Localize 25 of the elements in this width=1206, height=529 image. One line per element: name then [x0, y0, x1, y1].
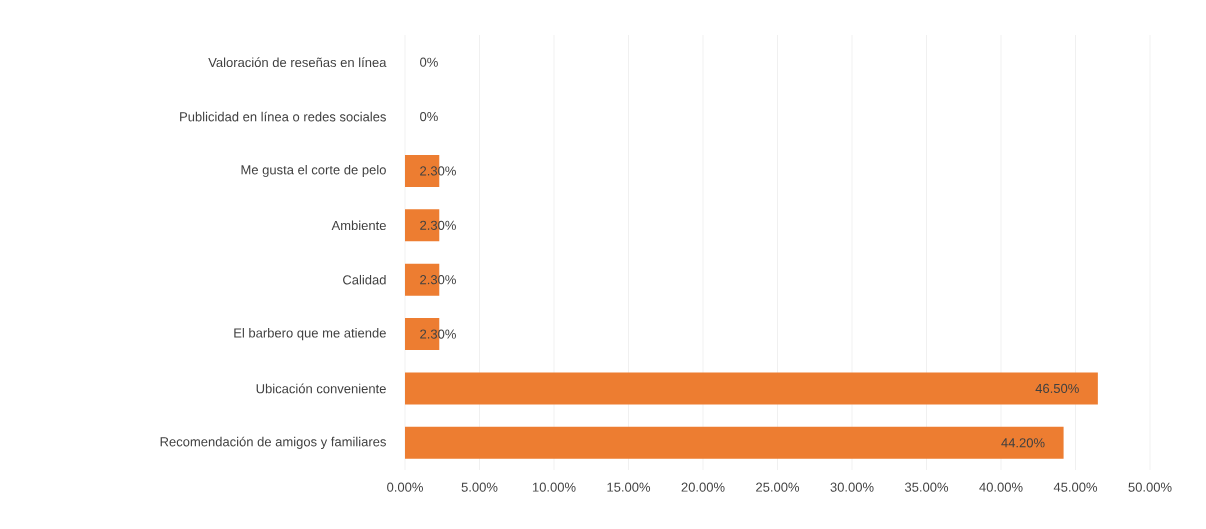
x-tick-label: 45.00% — [1053, 482, 1098, 492]
data-label: 46.50% — [1035, 383, 1079, 394]
y-tick-label: El barbero que me atiende — [234, 328, 386, 341]
x-tick-label: 30.00% — [830, 482, 874, 492]
data-label: 0% — [420, 57, 438, 67]
y-tick-label: Me gusta el corte de pelo — [241, 164, 386, 178]
x-tick-label: 20.00% — [681, 482, 725, 492]
y-tick-label: Ambiente — [331, 220, 386, 231]
y-tick-label: Publicidad en línea o redes sociales — [180, 111, 386, 122]
y-tick-label: Ubicación conveniente — [256, 383, 386, 394]
y-tick-label: Valoración de reseñas en línea — [208, 57, 387, 68]
x-tick-label: 15.00% — [607, 482, 651, 492]
data-label: 44.20% — [1001, 438, 1045, 448]
y-tick-label: Calidad — [343, 274, 386, 285]
y-tick-label: Recomendación de amigos y familiares — [160, 436, 386, 449]
x-tick-label: 5.00% — [461, 482, 498, 492]
bar — [405, 426, 1064, 459]
x-tick-label: 0.00% — [387, 482, 423, 492]
x-tick-label: 25.00% — [756, 482, 800, 492]
bar — [405, 372, 1098, 405]
x-tick-label: 40.00% — [979, 482, 1023, 492]
x-tick-label: 35.00% — [904, 482, 949, 492]
data-label: 0% — [420, 111, 438, 122]
x-tick-label: 10.00% — [532, 482, 576, 492]
x-tick-label: 50.00% — [1128, 482, 1172, 492]
